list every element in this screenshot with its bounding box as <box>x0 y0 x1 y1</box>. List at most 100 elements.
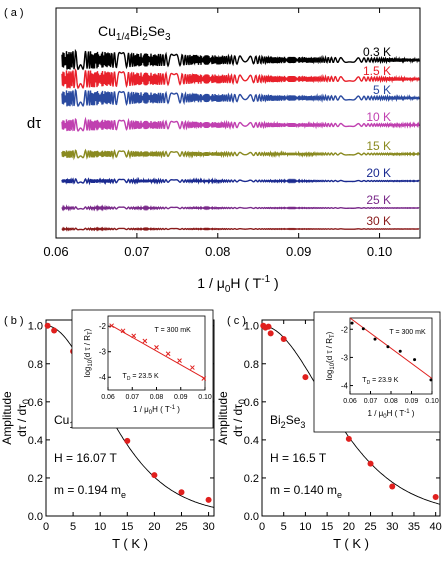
series-label: 10 K <box>366 110 391 124</box>
panel-c: ( c ) 0 5 10 15 20 25 30 35 40 0.0 0.2 0.4 0.6 0.8 1.0 T… <box>216 311 442 551</box>
inset-point <box>373 337 377 341</box>
xtick-label: 0 <box>259 521 265 533</box>
xlabel: T ( K ) <box>333 536 369 551</box>
inset-fit-line <box>110 324 206 379</box>
series-label: 25 K <box>366 193 391 207</box>
xtick-label: 0 <box>43 521 49 533</box>
series-label: 0.3 K <box>363 45 391 59</box>
inset-xtick-label: 0.08 <box>384 398 398 405</box>
inset-b: 0.06 0.07 0.08 0.09 0.10 -2 -3 -4 log10(d τ / RT… <box>71 309 214 429</box>
data-point <box>345 435 352 442</box>
inset-point <box>413 358 417 362</box>
inset-point <box>109 323 114 329</box>
xtick-label: 10 <box>94 521 106 533</box>
inset-ytick-label: -4 <box>341 382 349 391</box>
series-line <box>61 48 420 71</box>
inset-point <box>131 333 137 339</box>
xtick-label: 15 <box>121 521 133 533</box>
panel-a-title: Cu1/4Bi2Se3 <box>98 23 171 43</box>
inset-xtick-label: 0.10 <box>198 394 212 401</box>
material-label: Bi2Se3 <box>270 413 305 430</box>
inset-xlabel: 1 / μ0H ( T-1 ) <box>133 405 180 416</box>
inset-ytick-label: -3 <box>341 353 349 362</box>
ylabel-ratio: dτ / dτ0 <box>15 399 31 437</box>
ytick-label: 1.0 <box>28 321 43 333</box>
xtick-label: 35 <box>408 521 420 533</box>
inset-xtick-label: 0.06 <box>343 398 357 405</box>
data-point <box>432 493 439 500</box>
xtick-label: 5 <box>70 521 76 533</box>
ytick-label: 0.6 <box>28 397 43 409</box>
inset-point <box>190 365 195 370</box>
panel-a-xtick-label: 0.09 <box>286 244 311 259</box>
inset-ytick-label: -2 <box>341 325 349 334</box>
panel-a-xtick-label: 0.10 <box>367 244 392 259</box>
inset-ylabel: log10(d τ / RT) <box>325 331 336 380</box>
data-point <box>367 460 374 467</box>
inset-box <box>313 311 441 433</box>
inset-xtick-label: 0.09 <box>405 398 419 405</box>
inset-point <box>120 328 126 334</box>
series-line <box>61 176 420 186</box>
ytick-label: 0.0 <box>28 511 43 523</box>
inset-ytick-label: -3 <box>99 348 107 357</box>
panel-a-xtick-label: 0.06 <box>43 244 68 259</box>
data-point <box>267 330 274 337</box>
xtick-label: 25 <box>364 521 376 533</box>
series-label: 20 K <box>366 166 391 180</box>
inset-xtick-label: 0.09 <box>174 394 188 401</box>
inset-temp-label: T = 300 mK <box>155 327 192 334</box>
data-point <box>280 336 287 343</box>
mass-label: m = 0.140 me <box>270 483 342 500</box>
inset-ylabel: log10(d τ / RT) <box>83 328 94 377</box>
xtick-label: 20 <box>343 521 355 533</box>
field-label: H = 16.5 T <box>270 451 327 465</box>
data-point <box>205 496 212 503</box>
ytick-label: 0.2 <box>28 473 43 485</box>
ytick-label: 0.0 <box>244 511 259 523</box>
data-point <box>51 327 58 334</box>
panel-a-xlabel: 1 / μ0H ( T-1 ) <box>197 274 278 295</box>
xtick-label: 40 <box>430 521 442 533</box>
inset-ytick-label: -2 <box>99 322 107 331</box>
series-label: 15 K <box>366 139 391 153</box>
inset-c: 0.06 0.07 0.08 0.09 0.10 -2 -3 -4 log10(d τ / RT… <box>313 311 441 433</box>
ytick-label: 0.2 <box>244 473 259 485</box>
inset-point <box>429 378 433 382</box>
data-point <box>302 374 309 381</box>
series-label: 30 K <box>366 214 391 228</box>
ytick-label: 0.4 <box>28 435 43 447</box>
data-point <box>151 472 158 479</box>
panel-c-label: ( c ) <box>227 315 246 327</box>
inset-ytick-label: -4 <box>99 373 107 382</box>
ytick-label: 1.0 <box>244 321 259 333</box>
series-line <box>61 204 420 212</box>
inset-point <box>142 338 148 344</box>
xtick-label: 20 <box>148 521 160 533</box>
series-label: 1.5 K <box>363 64 391 78</box>
inset-point <box>165 351 171 357</box>
ytick-label: 0.6 <box>244 397 259 409</box>
data-point <box>178 489 185 496</box>
panel-b-label: ( b ) <box>4 315 24 327</box>
inset-xtick-label: 0.07 <box>125 394 139 401</box>
xtick-label: 30 <box>386 521 398 533</box>
inset-point <box>177 358 182 364</box>
mass-label: m = 0.194 me <box>54 483 126 500</box>
inset-point <box>361 327 365 331</box>
inset-td-label: TD = 23.5 K <box>123 373 159 382</box>
panel-a-xtick-label: 0.08 <box>205 244 230 259</box>
xtick-label: 30 <box>202 521 214 533</box>
data-point <box>389 483 396 490</box>
panel-a: ( a ) Cu1/4Bi2Se3 dτ 0.06 0.07 0.08 0.09 0.10 1 … <box>4 7 421 295</box>
series-line <box>61 148 420 161</box>
panel-a-ylabel: dτ <box>27 115 41 132</box>
inset-xlabel: 1 / μ0H ( T-1 ) <box>368 409 415 420</box>
xtick-label: 10 <box>299 521 311 533</box>
ytick-label: 0.8 <box>28 359 43 371</box>
data-point <box>44 322 51 329</box>
panel-a-xtick-label: 0.07 <box>124 244 149 259</box>
panel-a-label: ( a ) <box>4 7 24 19</box>
panel-b: ( b ) 0 5 10 15 20 25 30 0.0 0.2 0.4 0.6 0.8 1.0 T ( K… <box>0 309 215 551</box>
